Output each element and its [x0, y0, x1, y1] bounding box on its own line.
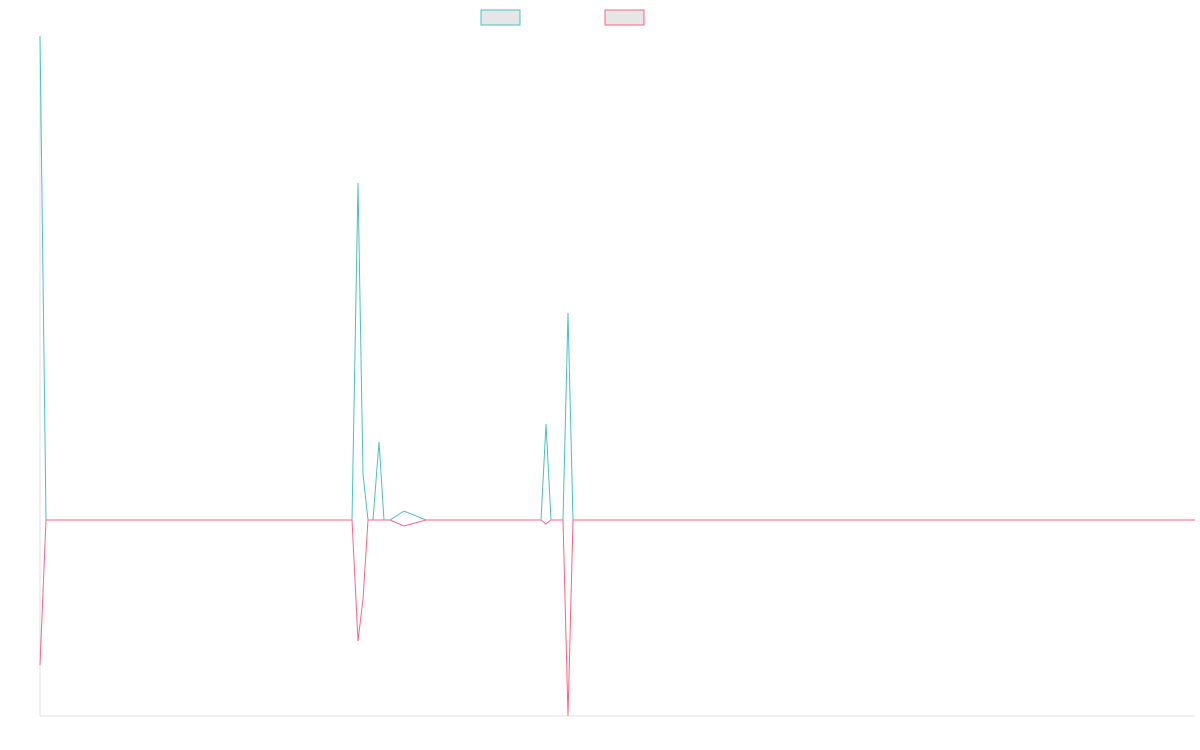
- series-line: [39, 35, 1195, 521]
- series-line: [39, 519, 1195, 717]
- legend-swatch: [604, 9, 645, 26]
- legend-swatch: [480, 9, 521, 26]
